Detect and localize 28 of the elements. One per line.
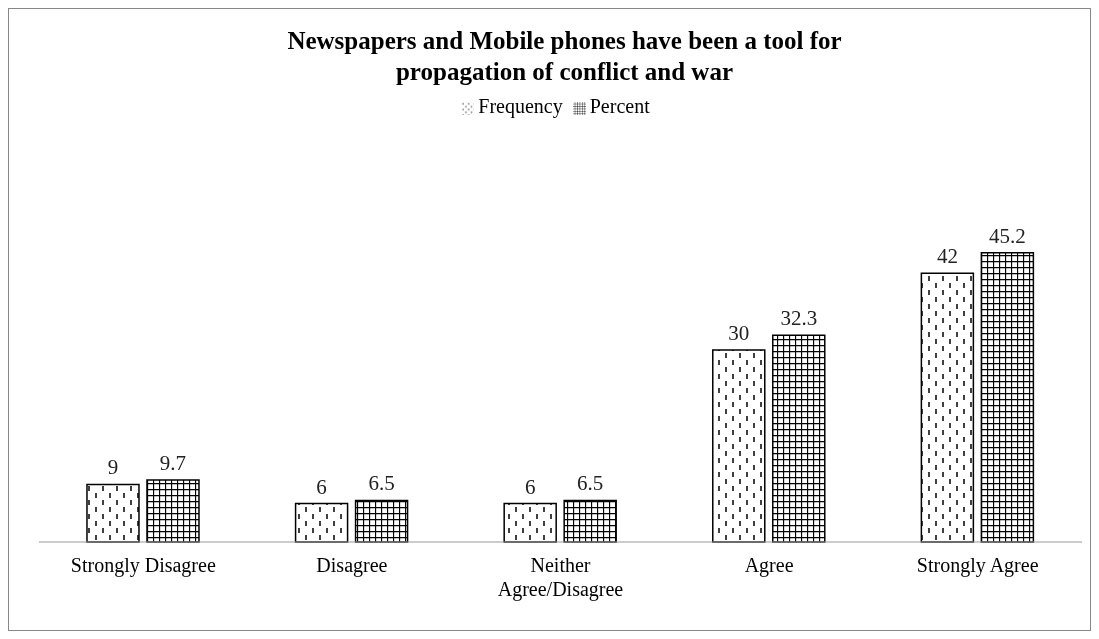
bar bbox=[146, 479, 200, 543]
data-label: 6 bbox=[316, 474, 327, 499]
data-label: 6.5 bbox=[577, 471, 604, 496]
bar bbox=[980, 251, 1035, 543]
data-label: 42 bbox=[936, 244, 958, 269]
x-tick-label: Agree bbox=[744, 554, 794, 577]
data-label: 32.3 bbox=[780, 306, 818, 331]
legend-label: Frequency bbox=[478, 95, 563, 117]
bar bbox=[86, 483, 140, 543]
bar bbox=[354, 499, 409, 543]
bar bbox=[712, 349, 766, 543]
bar bbox=[920, 272, 975, 543]
bar bbox=[772, 334, 826, 543]
data-label: 6.5 bbox=[368, 471, 395, 496]
data-label: 6 bbox=[524, 474, 536, 499]
data-label: 45.2 bbox=[989, 223, 1026, 248]
data-label: 30 bbox=[728, 321, 750, 345]
bar bbox=[563, 499, 617, 543]
bar bbox=[503, 502, 557, 543]
x-tick-label: Disagree bbox=[316, 554, 388, 577]
bar bbox=[294, 502, 349, 543]
x-tick-label: Neither Agree/Disagree bbox=[497, 554, 624, 601]
data-label: 9 bbox=[107, 455, 119, 480]
x-tick-label: Strongly Agree bbox=[916, 554, 1039, 577]
x-tick-label: Strongly Disagree bbox=[70, 554, 216, 577]
legend-label: Percent bbox=[589, 95, 650, 117]
data-label: 9.7 bbox=[159, 450, 187, 475]
chart-title: Newspapers and Mobile phones have been a tool for propagation of conflict and war bbox=[286, 26, 843, 87]
